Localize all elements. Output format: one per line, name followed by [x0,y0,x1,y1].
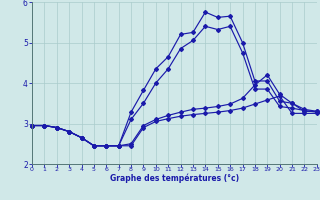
X-axis label: Graphe des températures (°c): Graphe des températures (°c) [110,174,239,183]
